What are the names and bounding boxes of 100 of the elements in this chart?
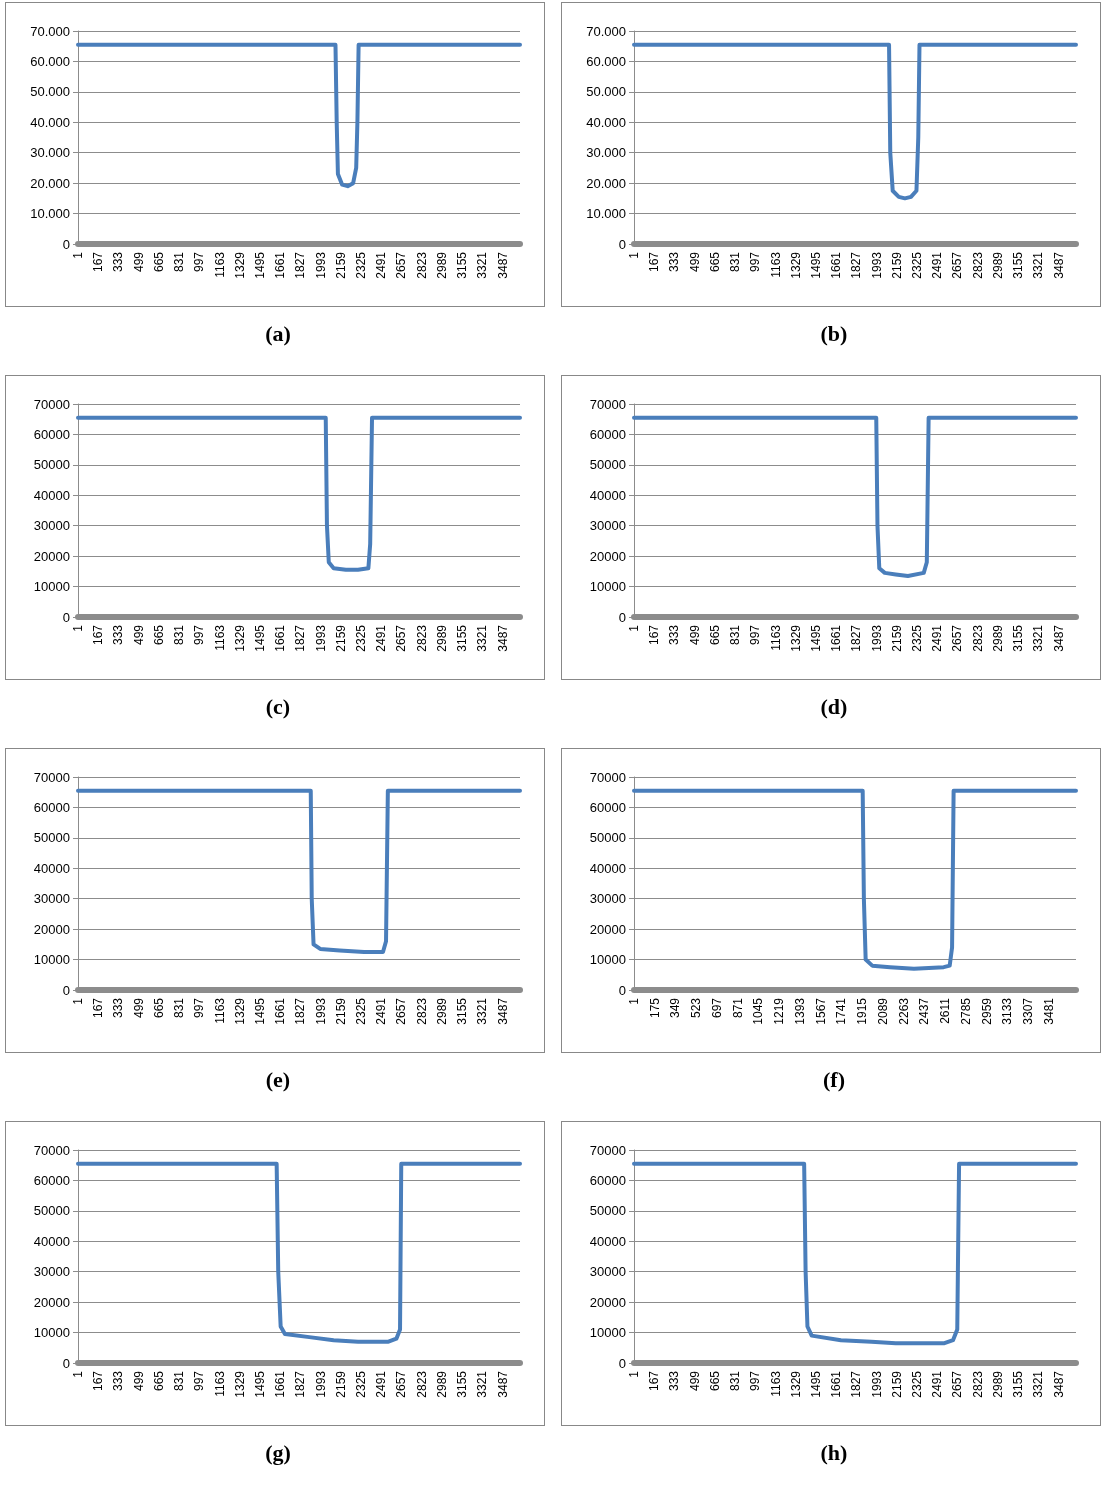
line-series — [632, 1161, 1078, 1346]
x-tick-label: 3155 — [455, 997, 470, 1025]
y-tick-label: 0 — [618, 982, 626, 998]
x-tick-label: 2989 — [434, 251, 449, 279]
x-tick-label: 3487 — [495, 1370, 510, 1398]
y-tick-label: 20000 — [33, 921, 70, 937]
x-tick-label: 333 — [111, 1370, 126, 1392]
x-tick-label: 1393 — [792, 997, 807, 1025]
y-tick-label: 10000 — [33, 1325, 70, 1341]
x-tick-label: 2263 — [896, 997, 911, 1025]
x-tick-label: 2089 — [875, 997, 890, 1025]
text: (f) — [822, 1067, 846, 1093]
x-tick-label: 2159 — [333, 997, 348, 1025]
x-tick-label: 831 — [728, 624, 743, 646]
x-tick-label: 2657 — [394, 997, 409, 1025]
x-tick-label: 1 — [71, 624, 85, 632]
x-tick-label: 1993 — [313, 251, 328, 279]
x-tick-label: 1495 — [808, 251, 823, 279]
x-tick-label: 1329 — [788, 1370, 803, 1398]
y-tick-label: 10000 — [33, 579, 70, 595]
y-tick-label: 60.000 — [30, 53, 70, 69]
y-tick-label: 20.000 — [586, 175, 626, 191]
x-tick-label: 1 — [627, 624, 641, 632]
x-tick-label: 1329 — [232, 251, 247, 279]
text: (b) — [819, 321, 849, 347]
x-tick-label: 3487 — [495, 624, 510, 652]
x-tick-label: 1993 — [313, 624, 328, 652]
y-tick-label: 30000 — [589, 1264, 626, 1280]
y-tick-label: 40000 — [589, 860, 626, 876]
x-tick-label: 831 — [728, 251, 743, 273]
x-tick-label: 2491 — [374, 1370, 389, 1398]
x-tick-label: 1163 — [768, 251, 783, 278]
y-tick-label: 70000 — [589, 769, 626, 785]
x-tick-label: 831 — [172, 624, 187, 646]
y-tick-label: 20000 — [589, 1294, 626, 1310]
y-tick-label: 30000 — [33, 1264, 70, 1280]
x-tick-label: 997 — [192, 251, 207, 273]
x-tick-label: 1163 — [768, 624, 783, 651]
x-tick-label: 1827 — [849, 1370, 864, 1398]
x-tick-label: 2491 — [930, 251, 945, 279]
y-tick-label: 20000 — [33, 1294, 70, 1310]
x-tick-label: 831 — [172, 251, 187, 273]
y-tick-label: 0 — [618, 1355, 626, 1371]
x-tick-label: 665 — [707, 1370, 722, 1392]
x-tick-label: 1827 — [293, 624, 308, 652]
text: (c) — [264, 694, 292, 720]
x-tick-label: 2491 — [374, 997, 389, 1025]
x-tick-label: 1163 — [212, 251, 227, 278]
x-tick-label: 2611 — [938, 997, 953, 1024]
x-tick-label: 1661 — [273, 251, 288, 279]
y-tick-label: 40000 — [589, 487, 626, 503]
x-tick-label: 2159 — [333, 1370, 348, 1398]
y-tick-label: 70.000 — [30, 23, 70, 39]
x-tick-label: 2989 — [434, 1370, 449, 1398]
x-tick-label: 997 — [748, 624, 763, 646]
x-tick-label: 523 — [689, 997, 704, 1019]
y-tick-label: 50000 — [589, 457, 626, 473]
x-tick-label: 1993 — [313, 997, 328, 1025]
x-tick-label: 997 — [192, 997, 207, 1019]
x-tick-label: 1661 — [829, 251, 844, 279]
x-tick-label: 3487 — [495, 251, 510, 279]
x-tick-label: 831 — [172, 1370, 187, 1392]
x-tick-label: 3487 — [1051, 1370, 1066, 1398]
y-tick-label: 70000 — [33, 1142, 70, 1158]
y-tick-label: 50000 — [589, 830, 626, 846]
x-tick-label: 3321 — [1031, 1370, 1046, 1398]
x-tick-label: 1495 — [252, 251, 267, 279]
y-tick-label: 60000 — [589, 1172, 626, 1188]
x-tick-label: 1 — [71, 1370, 85, 1378]
x-tick-label: 1993 — [869, 1370, 884, 1398]
line-series — [632, 788, 1078, 971]
line-series — [76, 415, 522, 572]
y-tick-label: 70000 — [33, 769, 70, 785]
y-tick-label: 10.000 — [586, 206, 626, 222]
x-tick-label: 2159 — [333, 251, 348, 279]
x-tick-label: 333 — [667, 624, 682, 646]
y-tick-label: 20000 — [589, 921, 626, 937]
y-tick-label: 0 — [62, 236, 70, 252]
y-tick-label: 10000 — [589, 1325, 626, 1341]
y-tick-label: 0 — [618, 236, 626, 252]
y-tick-label: 50.000 — [30, 84, 70, 100]
x-tick-label: 2823 — [414, 997, 429, 1025]
line-series — [76, 788, 522, 954]
x-tick-label: 349 — [668, 997, 683, 1019]
y-tick-label: 40000 — [33, 487, 70, 503]
x-tick-label: 1741 — [834, 997, 849, 1025]
x-tick-label: 665 — [151, 624, 166, 646]
x-tick-label: 175 — [647, 997, 662, 1019]
x-tick-label: 499 — [687, 1370, 702, 1392]
x-tick-label: 167 — [91, 624, 106, 646]
x-tick-label: 2657 — [394, 1370, 409, 1398]
x-tick-label: 2159 — [889, 251, 904, 279]
x-tick-label: 1567 — [813, 997, 828, 1025]
x-tick-label: 1495 — [252, 1370, 267, 1398]
x-tick-label: 2159 — [333, 624, 348, 652]
x-tick-label: 3155 — [455, 251, 470, 279]
x-tick-label: 3155 — [1011, 624, 1026, 652]
x-tick-label: 2785 — [958, 997, 973, 1025]
y-tick-label: 20000 — [33, 548, 70, 564]
y-tick-label: 50000 — [33, 1203, 70, 1219]
